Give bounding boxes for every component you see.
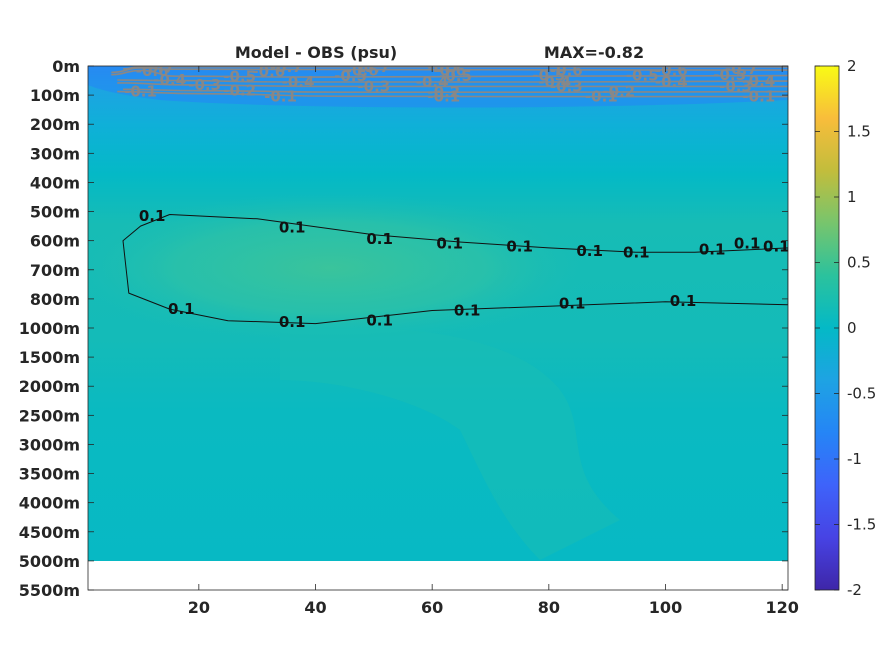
contour-label: -0.7 [357,58,390,76]
contour-label: 0.1 [670,292,697,310]
y-tick-label: 100m [30,86,80,105]
colorbar: 2 1.5 1 0.5 0 -0.5 -1 -1.5 -2 [814,57,875,599]
contour-label: -0.5 [439,67,472,85]
x-tick-label: 20 [188,598,210,617]
chart-title-right: MAX=-0.82 [544,43,644,62]
gray-contour-line [117,82,788,88]
black-contour-line [122,214,788,325]
y-tick-label: 2500m [19,406,80,425]
contour-label: -0.4 [153,71,186,89]
gray-contour-line [122,88,788,94]
contour-label: -0.7 [427,58,460,76]
black-contour-lines: 0.10.10.1 0.1 0.1 0.1 0.1 0.1 0.1 0.10.10.1 0.10… [122,207,790,331]
colorbar-tick-label: -0.5 [847,385,875,403]
colorbar-tick-label: 1.5 [847,123,871,141]
x-tick-label: 60 [421,598,443,617]
colorbar-tick-label: -1.5 [847,516,875,534]
contour-label: 0.1 [559,294,586,312]
contour-label: 0.1 [436,235,463,253]
x-tick-label: 80 [538,598,560,617]
y-tick-label: 600m [30,232,80,251]
contour-label: 0.1 [279,313,306,331]
contour-label: -0.3 [188,76,221,94]
contour-label: -0.3 [550,77,583,95]
gray-contour-line [111,69,788,78]
x-tick-label: 40 [304,598,326,617]
contour-label: 0.1 [279,219,306,237]
x-tick-label: 100 [649,598,682,617]
contour-label: -0.1 [585,88,618,106]
y-tick-label: 700m [30,261,80,280]
contour-label: 0.1 [699,240,726,258]
x-tick-label: 120 [765,598,798,617]
deep-anomaly-tongue [280,327,620,560]
contour-label: 0.1 [734,235,761,253]
contour-label: 0.1 [366,230,393,248]
contour-label: -0.4 [655,73,688,91]
colorbar-tick-label: 0 [847,319,857,337]
contour-label: 0.1 [139,207,166,225]
y-tick-label: 5500m [19,581,80,600]
contour-label: -0.2 [223,82,256,100]
contour-label: -0.5 [334,67,367,85]
contour-label: 0.1 [576,242,603,260]
contour-label: -0.5 [626,67,659,85]
gray-contour-line [117,90,788,98]
contour-label: -0.3 [719,77,752,95]
y-tick-label: 2000m [19,377,80,396]
y-tick-label: 400m [30,173,80,192]
gray-contour-line [117,79,788,83]
colorbar-tick-label: 0.5 [847,254,871,272]
y-tick-label: 4000m [19,494,80,513]
y-tick-label: 300m [30,144,80,163]
contour-label: -0.7 [270,58,303,76]
contour-label: -0.3 [357,77,390,95]
gray-contour-line [122,66,788,70]
y-axis: 0m 100m 200m 300m 400m 500m 600m 700m 800m 1000m 1… [19,57,788,600]
contour-label: 0.1 [168,300,195,318]
contour-label: -0.1 [264,87,297,105]
contour-label: 0.1 [454,302,481,320]
chart-title-left: Model - OBS (psu) [235,43,397,62]
warm-anomaly-core [88,193,590,343]
contour-label: 0.1 [506,237,533,255]
y-tick-label: 500m [30,203,80,222]
y-tick-label: 5000m [19,552,80,571]
y-tick-label: 1500m [19,348,80,367]
plot-area: -0.7 -0.7 -0.7 -0.7 -0.7-0.6 -0.6 -0.6 -0.6 -0.6… [87,58,790,591]
y-tick-label: 200m [30,115,80,134]
y-tick-label: 4500m [19,523,80,542]
colorbar-tick-label: 2 [847,57,857,75]
contour-label: -0.1 [742,88,775,106]
contour-label: -0.5 [713,66,746,84]
y-tick-label: 3000m [19,435,80,454]
contour-label: -0.7 [142,59,175,77]
contour-label: -0.6 [252,63,285,81]
colorbar-ticks: 2 1.5 1 0.5 0 -0.5 -1 -1.5 -2 [815,57,875,599]
contour-label: 0.1 [623,243,650,261]
x-axis: 20 40 60 80 100 120 [188,66,799,617]
colorbar-tick-label: -2 [847,581,862,599]
y-tick-label: 0m [52,57,80,76]
colorbar-tick-label: 1 [847,188,857,206]
contour-label: -0.6 [136,62,169,80]
y-tick-label: 1000m [19,319,80,338]
contour-label: -0.7 [725,60,758,78]
contour-label: -0.1 [427,88,460,106]
y-tick-label: 800m [30,290,80,309]
colorbar-tick-label: -1 [847,450,862,468]
contour-label: 0.1 [763,237,790,255]
y-tick-label: 3500m [19,465,80,484]
contour-label: -0.1 [124,83,157,101]
contour-label: -0.5 [532,67,565,85]
contour-label: 0.1 [366,312,393,330]
